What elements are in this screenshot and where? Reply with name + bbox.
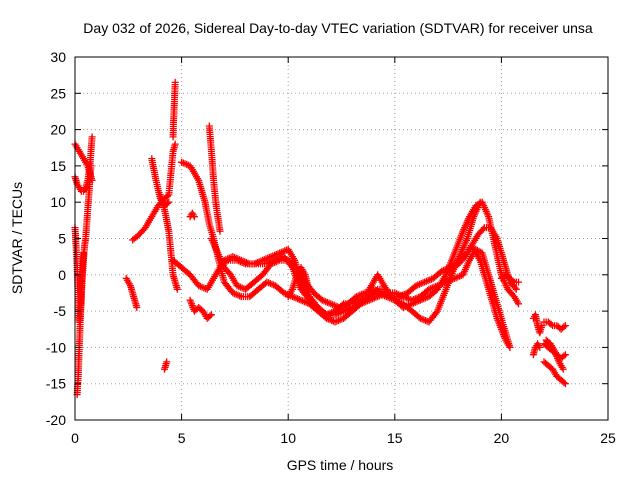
data-point — [207, 311, 215, 319]
series-arc-j — [161, 358, 171, 373]
data-point — [560, 379, 568, 386]
series-arc-o — [186, 209, 198, 221]
plot-frame — [74, 56, 609, 421]
data-point — [216, 227, 224, 235]
y-tick-label: 30 — [50, 49, 66, 65]
series-arc-v — [529, 311, 546, 337]
data-point — [80, 249, 87, 257]
data-point — [171, 78, 179, 86]
data-point — [509, 277, 517, 285]
data-point — [512, 285, 520, 293]
x-axis: 0 5 10 15 20 25 — [71, 57, 616, 446]
series-arc-t — [446, 242, 514, 351]
data-point — [321, 310, 329, 317]
chart-title: Day 032 of 2026, Sidereal Day-to-day VTE… — [83, 20, 593, 36]
data-point — [538, 322, 546, 330]
y-tick-label: 25 — [50, 85, 66, 101]
data-point — [206, 312, 214, 320]
x-tick-label: 5 — [178, 430, 186, 446]
data-point — [515, 278, 522, 286]
series-arc-k — [169, 198, 484, 326]
data-point — [432, 309, 440, 317]
data-point — [171, 140, 179, 148]
data-point — [560, 323, 568, 331]
data-point — [163, 358, 171, 366]
y-tick-label: 5 — [58, 231, 66, 247]
series-arc-m — [205, 122, 224, 235]
y-axis-label: SDTVAR / TECUs — [9, 182, 25, 294]
series-arc-z2 — [542, 336, 567, 373]
data-point — [511, 284, 519, 292]
data-point — [536, 343, 544, 351]
data-points — [71, 78, 569, 399]
data-point — [561, 380, 569, 388]
data-point — [479, 225, 487, 233]
data-point — [173, 285, 181, 293]
series-arc-n — [186, 296, 215, 322]
series-arc-z — [540, 358, 569, 388]
x-tick-label: 20 — [494, 430, 510, 446]
series-arc-x — [540, 318, 569, 333]
data-point — [88, 133, 96, 141]
grid-lines — [75, 57, 608, 420]
series-arc-r — [284, 264, 313, 301]
series-arc-i — [169, 78, 179, 141]
y-tick-label: -5 — [54, 303, 67, 319]
x-axis-label: GPS time / hours — [287, 457, 394, 473]
x-tick-label: 10 — [280, 430, 296, 446]
series-arc-u — [497, 271, 522, 286]
y-tick-label: 0 — [58, 267, 66, 283]
y-tick-label: 10 — [50, 194, 66, 210]
series-arc-h — [156, 191, 181, 293]
data-point — [560, 352, 568, 360]
series-arc-f — [129, 140, 179, 244]
x-tick-label: 0 — [71, 430, 79, 446]
data-point — [306, 289, 313, 297]
x-tick-label: 15 — [387, 430, 403, 446]
data-point — [165, 198, 173, 206]
y-tick-label: 20 — [50, 122, 66, 138]
series-arc-q — [220, 245, 514, 351]
y-axis: -20 -15 -10 -5 0 5 10 15 20 25 30 — [46, 49, 608, 428]
data-point — [561, 351, 569, 359]
data-point — [163, 192, 171, 200]
data-point — [547, 320, 555, 328]
series-arc-w — [529, 340, 544, 359]
x-tick-label: 25 — [600, 430, 616, 446]
data-point — [87, 162, 95, 170]
data-point — [190, 213, 198, 221]
data-point — [133, 304, 141, 311]
data-point — [559, 365, 567, 373]
data-point — [515, 300, 522, 308]
y-tick-label: -20 — [46, 412, 66, 428]
series-arc-s — [365, 271, 390, 293]
y-tick-label: -10 — [46, 339, 66, 355]
data-point — [382, 285, 390, 293]
y-tick-label: -15 — [46, 376, 66, 392]
data-point — [506, 343, 514, 351]
y-tick-label: 15 — [50, 158, 66, 174]
data-point — [561, 322, 569, 330]
series-arc-e — [122, 274, 141, 311]
